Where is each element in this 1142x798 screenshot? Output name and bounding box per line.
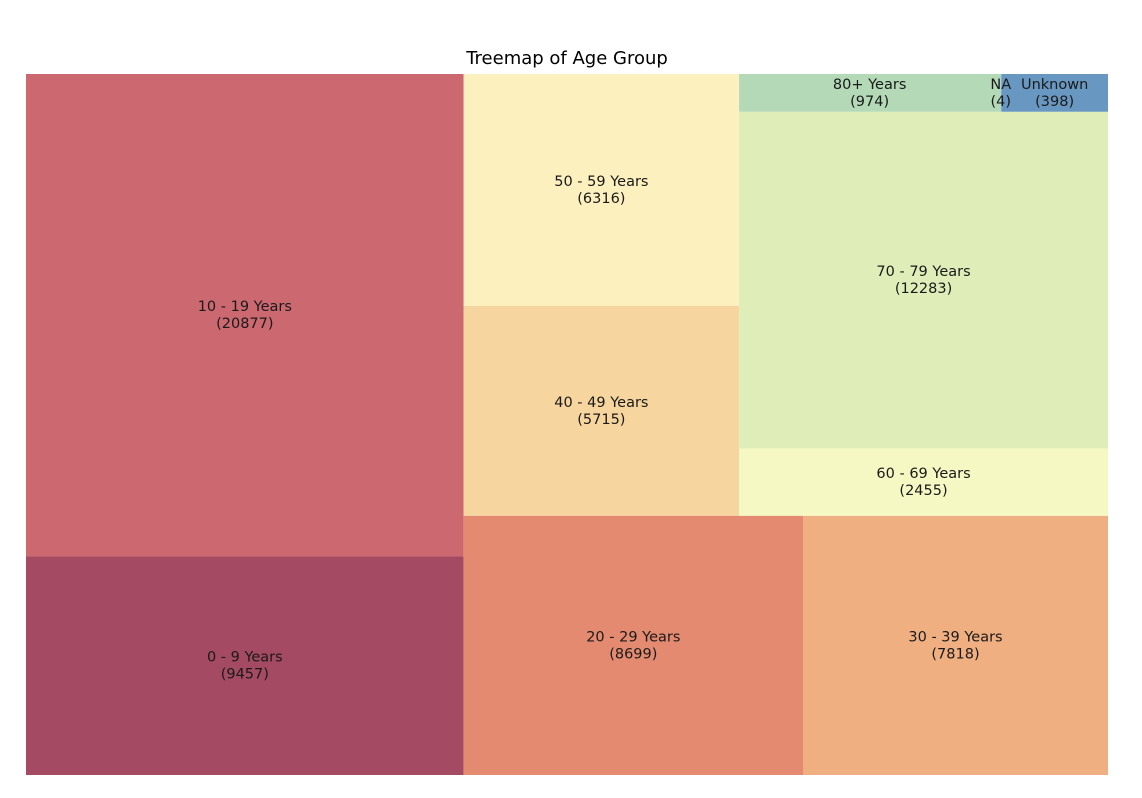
tile-name-0-9-years: 0 - 9 Years: [207, 650, 283, 666]
tile-80plus-years: [739, 74, 1001, 112]
chart-title: Treemap of Age Group: [465, 48, 668, 69]
tile-label-unknown: Unknown (398): [1021, 77, 1088, 110]
tile-70-79-years: [739, 111, 1108, 449]
tile-unknown: [1001, 74, 1108, 112]
tile-value-30-39-years: (7818): [931, 646, 979, 662]
tile-value-20-29-years: (8699): [609, 646, 657, 662]
tile-30-39-years: [803, 515, 1108, 775]
tile-name-20-29-years: 20 - 29 Years: [586, 629, 680, 645]
tile-value-0-9-years: (9457): [221, 667, 269, 683]
tile-label-50-59-years: 50 - 59 Years (6316): [554, 174, 648, 207]
tile-value-unknown: (398): [1035, 94, 1074, 110]
tile-label-60-69-years: 60 - 69 Years (2455): [876, 466, 970, 499]
tile-label-na: NA (4): [990, 77, 1011, 110]
treemap-tiles: 0 - 9 Years (9457) 10 - 19 Years (20877) 20 …: [26, 74, 1108, 775]
tile-name-30-39-years: 30 - 39 Years: [908, 629, 1002, 645]
tile-name-80plus-years: 80+ Years: [833, 77, 906, 93]
tile-label-80plus-years: 80+ Years (974): [833, 77, 906, 110]
tile-0-9-years: [26, 556, 464, 775]
tile-value-80plus-years: (974): [850, 94, 889, 110]
tile-value-70-79-years: (12283): [895, 281, 952, 297]
tile-20-29-years: [463, 515, 804, 775]
tile-40-49-years: [463, 305, 740, 516]
tile-label-40-49-years: 40 - 49 Years (5715): [554, 395, 648, 428]
tile-value-40-49-years: (5715): [577, 412, 625, 428]
tile-60-69-years: [739, 448, 1108, 516]
tile-label-30-39-years: 30 - 39 Years (7818): [908, 629, 1002, 662]
tile-label-0-9-years: 0 - 9 Years (9457): [207, 650, 283, 683]
tile-50-59-years: [463, 74, 740, 306]
tile-value-na: (4): [990, 94, 1011, 110]
tile-value-60-69-years: (2455): [899, 483, 947, 499]
tile-value-10-19-years: (20877): [216, 316, 273, 332]
tile-na: [1000, 74, 1002, 112]
tile-name-50-59-years: 50 - 59 Years: [554, 174, 648, 190]
tile-name-70-79-years: 70 - 79 Years: [876, 264, 970, 280]
tile-name-unknown: Unknown: [1021, 77, 1088, 93]
tile-name-60-69-years: 60 - 69 Years: [876, 466, 970, 482]
tile-name-40-49-years: 40 - 49 Years: [554, 395, 648, 411]
tile-label-70-79-years: 70 - 79 Years (12283): [876, 264, 970, 297]
tile-value-50-59-years: (6316): [577, 191, 625, 207]
tile-label-10-19-years: 10 - 19 Years (20877): [198, 299, 292, 332]
tile-name-10-19-years: 10 - 19 Years: [198, 299, 292, 315]
tile-name-na: NA: [990, 77, 1011, 93]
tile-label-20-29-years: 20 - 29 Years (8699): [586, 629, 680, 662]
tile-10-19-years: [26, 74, 464, 557]
